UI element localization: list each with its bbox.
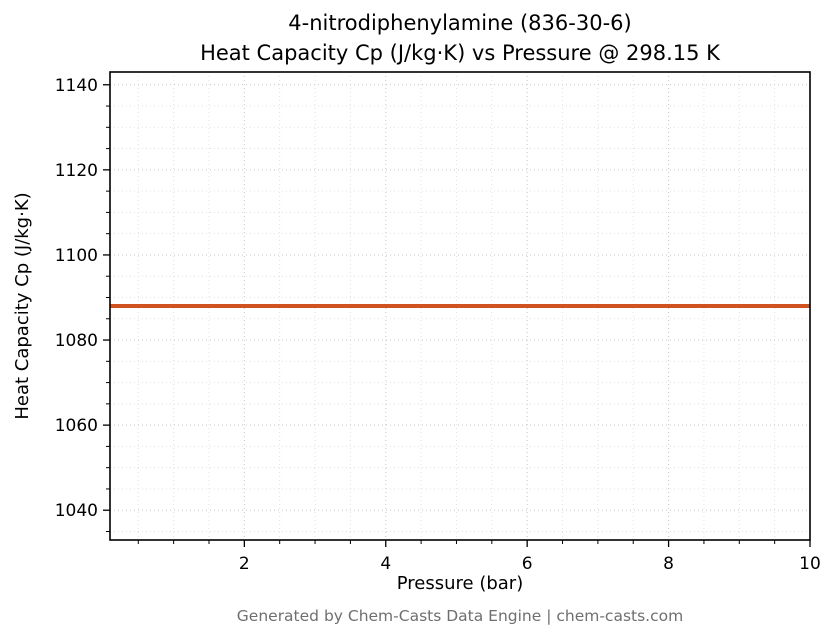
minor-gridlines bbox=[110, 72, 810, 540]
y-tick-label: 1080 bbox=[55, 331, 98, 351]
footer-credit: Generated by Chem-Casts Data Engine | ch… bbox=[237, 607, 683, 625]
plot-border bbox=[109, 71, 811, 541]
y-tick-label: 1140 bbox=[55, 76, 98, 96]
y-tick-label: 1040 bbox=[55, 501, 98, 521]
axis-ticks bbox=[103, 84, 811, 547]
y-tick-label: 1100 bbox=[55, 246, 98, 266]
x-tick-label: 10 bbox=[799, 554, 821, 574]
x-tick-label: 6 bbox=[522, 554, 533, 574]
chart-title-line1: 4-nitrodiphenylamine (836-30-6) bbox=[288, 11, 631, 35]
y-axis-label: Heat Capacity Cp (J/kg·K) bbox=[12, 192, 33, 419]
y-tick-label: 1060 bbox=[55, 416, 98, 436]
x-tick-label: 2 bbox=[239, 554, 250, 574]
major-gridlines bbox=[110, 72, 811, 540]
y-tick-label: 1120 bbox=[55, 161, 98, 181]
chart-title-line2: Heat Capacity Cp (J/kg·K) vs Pressure @ … bbox=[200, 41, 721, 65]
x-tick-label: 4 bbox=[380, 554, 391, 574]
x-tick-label: 8 bbox=[663, 554, 674, 574]
axis-tick-labels: 2 4 6 8 10 1040 1060 1080 1100 1120 1140 bbox=[55, 76, 821, 574]
x-axis-label: Pressure (bar) bbox=[397, 573, 523, 594]
